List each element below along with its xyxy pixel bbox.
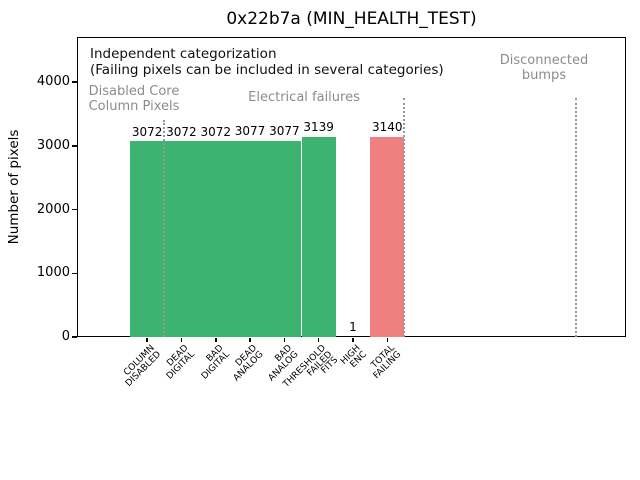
- bar-value-bad-analog: 3077: [269, 124, 300, 139]
- bar-threshold-failed-fits: [301, 136, 336, 337]
- bar-bad-digital: [198, 141, 233, 337]
- bar-value-bad-digital: 3072: [200, 124, 232, 139]
- separator-line-2: [403, 97, 406, 337]
- bar-value-column-disabled: 3072: [131, 124, 163, 139]
- x-tick-label-total-failing: TOTAL FAILING: [369, 343, 403, 381]
- y-tick-mark-0: [71, 336, 77, 338]
- y-tick-label-1000: 1000: [36, 265, 70, 281]
- y-tick-mark-2000: [71, 208, 77, 211]
- section-label-disconnected-bumps: Disconnected bumps: [499, 53, 589, 83]
- bar-bad-analog: [267, 140, 302, 337]
- x-tick-label-dead-analog: DEAD ANALOG: [231, 343, 266, 384]
- bar-value-dead-analog: 3077: [234, 124, 266, 139]
- annotation-line-2: (Failing pixels can be included in sever…: [90, 62, 444, 78]
- y-tick-label-3000: 3000: [36, 137, 70, 153]
- y-tick-mark-1000: [71, 272, 77, 274]
- x-tick-label-high-enc: HIGH ENC: [338, 343, 369, 370]
- x-tick-mark-total-failing: [386, 338, 388, 342]
- annotation-independent-categorization: Independent categorization (Failing pixe…: [90, 46, 444, 78]
- bar-value-high-enc: 1: [349, 320, 357, 335]
- bar-dead-digital: [164, 141, 199, 337]
- x-tick-label-column-disabled: COLUMN DISABLED: [121, 343, 163, 389]
- annotation-line-1: Independent categorization: [90, 46, 277, 62]
- x-tick-mark-dead-analog: [249, 338, 251, 342]
- section-label-disabled-core-column-pixels: Disabled Core Column Pixels: [88, 84, 180, 114]
- bar-total-failing: [370, 136, 405, 337]
- x-tick-mark-column-disabled: [146, 338, 148, 342]
- bar-dead-analog: [232, 140, 268, 337]
- x-tick-label-bad-digital: BAD DIGITAL: [199, 343, 232, 382]
- section-label-electrical-failures: Electrical failures: [248, 90, 360, 105]
- y-axis-label: Number of pixels: [6, 129, 22, 245]
- y-tick-label-4000: 4000: [36, 74, 70, 89]
- y-tick-mark-3000: [71, 145, 77, 147]
- separator-line-3: [574, 97, 577, 337]
- x-tick-mark-dead-digital: [180, 338, 183, 342]
- chart-title: 0x22b7a (MIN_HEALTH_TEST): [226, 9, 477, 29]
- bar-value-threshold-failed-fits: 3139: [303, 120, 334, 135]
- y-tick-mark-4000: [71, 81, 77, 83]
- y-tick-label-0: 0: [61, 329, 70, 344]
- bar-column-disabled: [130, 141, 165, 337]
- x-tick-label-dead-digital: DEAD DIGITAL: [164, 343, 197, 382]
- x-tick-mark-bad-digital: [215, 338, 217, 342]
- bar-value-dead-digital: 3072: [166, 124, 197, 139]
- bar-value-total-failing: 3140: [371, 120, 403, 135]
- separator-line-1: [163, 120, 166, 337]
- x-tick-mark-threshold-failed-fits: [317, 338, 320, 342]
- x-tick-mark-high-enc: [352, 338, 354, 342]
- x-tick-mark-bad-analog: [283, 338, 286, 342]
- y-tick-label-2000: 2000: [36, 201, 70, 217]
